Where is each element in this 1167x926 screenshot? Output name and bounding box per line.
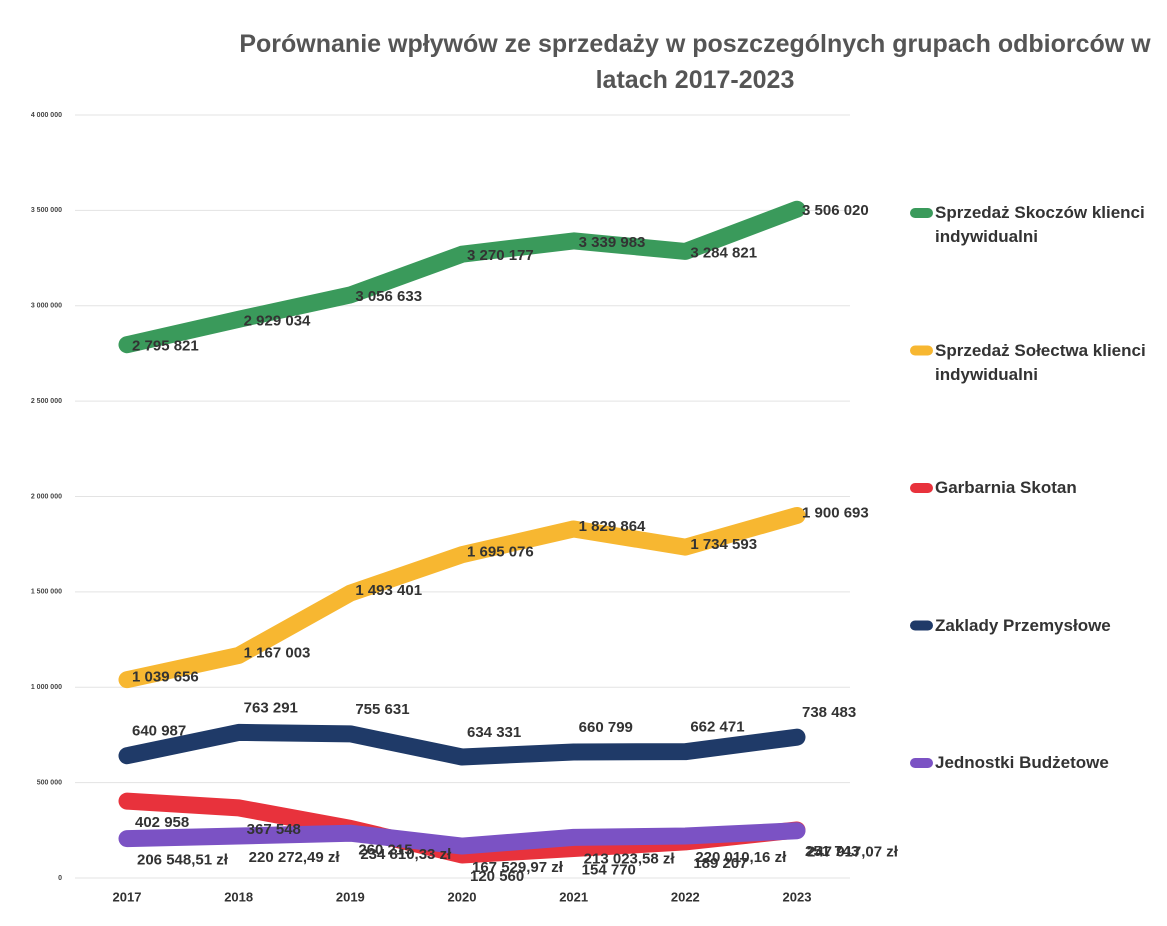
data-label: 189 207 [693,855,747,872]
y-tick-label: 2 000 000 [31,493,62,500]
x-tick-label: 2022 [671,889,700,904]
data-label: 634 331 [467,724,521,741]
data-label: 206 548,51 zł [137,852,229,869]
legend-label: Jednostki Budżetowe [935,753,1109,772]
data-label: 3 339 983 [579,234,646,251]
data-label: 220 010,16 zł [695,849,787,866]
legend-label: Sprzedaż Skoczów klienci indywidualni [935,203,1145,246]
x-tick-label: 2020 [448,889,477,904]
x-tick-label: 2019 [336,889,365,904]
legend-label: Garbarnia Skotan [935,478,1077,497]
data-label: 167 529,97 zł [472,859,564,876]
data-label: 154 770 [582,861,636,878]
series-line [118,200,806,354]
y-tick-label: 3 000 000 [31,303,62,310]
data-label: 755 631 [355,701,409,718]
x-tick-label: 2023 [783,889,812,904]
data-label: 3 506 020 [802,202,869,219]
data-label: 120 560 [470,868,524,885]
y-tick-label: 2 500 000 [31,398,62,405]
series-line [118,822,806,855]
data-label: 1 695 076 [467,544,534,561]
series-line [118,506,806,689]
y-tick-label: 4 000 000 [31,112,62,119]
chart-title: Porównanie wpływów ze sprzedaży w poszcz… [239,30,1151,94]
data-label: 2 929 034 [244,312,311,329]
data-label: 1 039 656 [132,669,199,686]
data-label: 367 548 [247,821,301,838]
data-label: 738 483 [802,704,856,721]
data-label: 660 799 [579,719,633,736]
data-label: 234 810,33 zł [360,846,452,863]
data-label: 3 284 821 [690,244,757,261]
data-label: 2 795 821 [132,338,199,355]
y-tick-label: 500 000 [37,779,62,786]
data-label: 763 291 [244,699,298,716]
data-label: 213 023,58 zł [584,850,676,867]
y-tick-label: 1 500 000 [31,589,62,596]
data-label: 3 270 177 [467,247,534,264]
data-label: 1 900 693 [802,504,869,521]
x-tick-label: 2021 [559,889,588,904]
data-label: 260 215 [358,841,412,858]
y-tick-label: 0 [58,875,62,882]
legend-label: Zaklady Przemysłowe [935,615,1111,635]
x-tick-label: 2017 [113,889,142,904]
data-label: 3 056 633 [355,288,422,305]
legend-label: Sprzedaż Sołectwa klienci indywidualni [935,340,1146,384]
data-label: 1 167 003 [244,644,311,661]
data-label: 247 917,07 zł [807,844,899,861]
data-label: 251 743 [805,843,859,860]
y-tick-label: 3 500 000 [31,207,62,214]
y-tick-label: 1 000 000 [31,684,62,691]
data-label: 640 987 [132,723,186,740]
data-label: 402 958 [135,814,189,831]
x-tick-label: 2018 [224,889,253,904]
series-line [118,723,806,766]
data-label: 1 829 864 [579,518,646,535]
data-label: 1 493 401 [355,582,422,599]
data-label: 220 272,49 zł [249,849,341,866]
data-label: 662 471 [690,719,744,736]
data-label: 1 734 593 [690,536,757,553]
